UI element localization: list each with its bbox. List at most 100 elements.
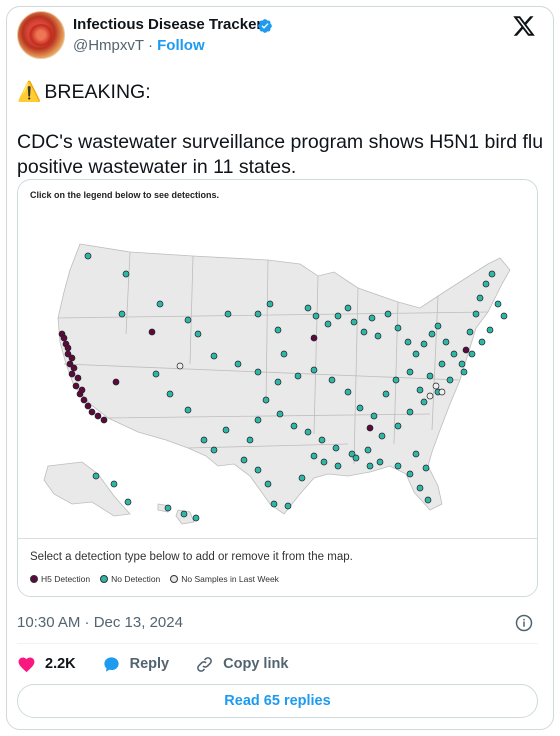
- no-detection-marker[interactable]: [412, 350, 420, 358]
- no-detection-marker[interactable]: [152, 370, 160, 378]
- avatar[interactable]: [17, 11, 65, 59]
- no-detection-marker[interactable]: [298, 474, 306, 482]
- tweet-media-image[interactable]: Click on the legend below to see detecti…: [17, 179, 538, 597]
- no-detection-marker[interactable]: [266, 300, 274, 308]
- h5-detection-marker[interactable]: [66, 360, 74, 368]
- read-replies-button[interactable]: Read 65 replies: [17, 684, 538, 718]
- no-detection-marker[interactable]: [312, 312, 320, 320]
- h5-detection-marker[interactable]: [78, 386, 86, 394]
- no-detection-marker[interactable]: [290, 422, 298, 430]
- no-detection-marker[interactable]: [478, 338, 486, 346]
- no-detection-marker[interactable]: [500, 312, 508, 320]
- no-detection-marker[interactable]: [84, 252, 92, 260]
- no-detection-marker[interactable]: [370, 412, 378, 420]
- author-handle[interactable]: @HmpxvT: [73, 37, 144, 54]
- no-detection-marker[interactable]: [378, 432, 386, 440]
- no-detection-marker[interactable]: [254, 368, 262, 376]
- no-detection-marker[interactable]: [382, 390, 390, 398]
- no-detection-marker[interactable]: [364, 446, 372, 454]
- no-detection-marker[interactable]: [404, 338, 412, 346]
- no-detection-marker[interactable]: [466, 328, 474, 336]
- no-detection-marker[interactable]: [164, 504, 172, 512]
- no-detection-marker[interactable]: [224, 310, 232, 318]
- no-detection-marker[interactable]: [406, 368, 414, 376]
- no-detection-marker[interactable]: [352, 454, 360, 462]
- legend-no-detection[interactable]: No Detection: [100, 574, 160, 584]
- no-samples-marker[interactable]: [432, 382, 440, 390]
- h5-detection-marker[interactable]: [462, 346, 470, 354]
- no-detection-marker[interactable]: [458, 360, 466, 368]
- no-detection-marker[interactable]: [324, 320, 332, 328]
- no-detection-marker[interactable]: [450, 350, 458, 358]
- no-detection-marker[interactable]: [254, 310, 262, 318]
- no-samples-marker[interactable]: [426, 392, 434, 400]
- no-detection-marker[interactable]: [416, 386, 424, 394]
- no-detection-marker[interactable]: [482, 280, 490, 288]
- h5-detection-marker[interactable]: [64, 344, 72, 352]
- no-detection-marker[interactable]: [166, 390, 174, 398]
- no-detection-marker[interactable]: [434, 322, 442, 330]
- no-detection-marker[interactable]: [406, 408, 414, 416]
- no-detection-marker[interactable]: [376, 458, 384, 466]
- no-detection-marker[interactable]: [192, 514, 200, 522]
- no-detection-marker[interactable]: [122, 270, 130, 278]
- h5-detection-marker[interactable]: [72, 382, 80, 390]
- h5-detection-marker[interactable]: [148, 328, 156, 336]
- no-detection-marker[interactable]: [334, 312, 342, 320]
- no-detection-marker[interactable]: [438, 360, 446, 368]
- h5-detection-marker[interactable]: [70, 364, 78, 372]
- no-detection-marker[interactable]: [210, 446, 218, 454]
- no-detection-marker[interactable]: [254, 416, 262, 424]
- no-detection-marker[interactable]: [426, 372, 434, 380]
- no-detection-marker[interactable]: [118, 310, 126, 318]
- legend-h5-detection[interactable]: H5 Detection: [30, 574, 90, 584]
- no-detection-marker[interactable]: [92, 472, 100, 480]
- no-detection-marker[interactable]: [246, 436, 254, 444]
- h5-detection-marker[interactable]: [94, 412, 102, 420]
- no-detection-marker[interactable]: [234, 360, 242, 368]
- no-detection-marker[interactable]: [344, 304, 352, 312]
- h5-detection-marker[interactable]: [112, 378, 120, 386]
- like-button[interactable]: 2.2K: [17, 655, 76, 674]
- h5-detection-marker[interactable]: [100, 416, 108, 424]
- no-samples-marker[interactable]: [438, 388, 446, 396]
- no-detection-marker[interactable]: [294, 372, 302, 380]
- no-detection-marker[interactable]: [254, 466, 262, 474]
- no-detection-marker[interactable]: [488, 270, 496, 278]
- no-detection-marker[interactable]: [280, 350, 288, 358]
- no-detection-marker[interactable]: [348, 450, 356, 458]
- h5-detection-marker[interactable]: [68, 354, 76, 362]
- no-detection-marker[interactable]: [368, 314, 376, 322]
- h5-detection-marker[interactable]: [366, 424, 374, 432]
- no-detection-marker[interactable]: [210, 352, 218, 360]
- no-detection-marker[interactable]: [442, 338, 450, 346]
- legend-no-samples[interactable]: No Samples in Last Week: [170, 574, 279, 584]
- no-detection-marker[interactable]: [180, 510, 188, 518]
- no-detection-marker[interactable]: [310, 452, 318, 460]
- h5-detection-marker[interactable]: [74, 374, 82, 382]
- no-detection-marker[interactable]: [240, 456, 248, 464]
- no-detection-marker[interactable]: [356, 404, 364, 412]
- no-detection-marker[interactable]: [406, 470, 414, 478]
- no-detection-marker[interactable]: [374, 332, 382, 340]
- no-detection-marker[interactable]: [394, 422, 402, 430]
- no-detection-marker[interactable]: [412, 450, 420, 458]
- no-detection-marker[interactable]: [284, 502, 292, 510]
- tweet-timestamp[interactable]: 10:30 AM · Dec 13, 2024: [17, 614, 183, 631]
- no-detection-marker[interactable]: [304, 428, 312, 436]
- no-detection-marker[interactable]: [332, 444, 340, 452]
- no-samples-marker[interactable]: [176, 362, 184, 370]
- follow-button[interactable]: Follow: [157, 37, 205, 54]
- no-detection-marker[interactable]: [194, 330, 202, 338]
- no-detection-marker[interactable]: [156, 300, 164, 308]
- no-detection-marker[interactable]: [328, 376, 336, 384]
- no-detection-marker[interactable]: [334, 462, 342, 470]
- no-detection-marker[interactable]: [320, 458, 328, 466]
- no-detection-marker[interactable]: [200, 436, 208, 444]
- no-detection-marker[interactable]: [416, 484, 424, 492]
- no-detection-marker[interactable]: [110, 480, 118, 488]
- h5-detection-marker[interactable]: [60, 334, 68, 342]
- no-detection-marker[interactable]: [476, 294, 484, 302]
- no-detection-marker[interactable]: [494, 300, 502, 308]
- copy-link-button[interactable]: Copy link: [195, 655, 288, 674]
